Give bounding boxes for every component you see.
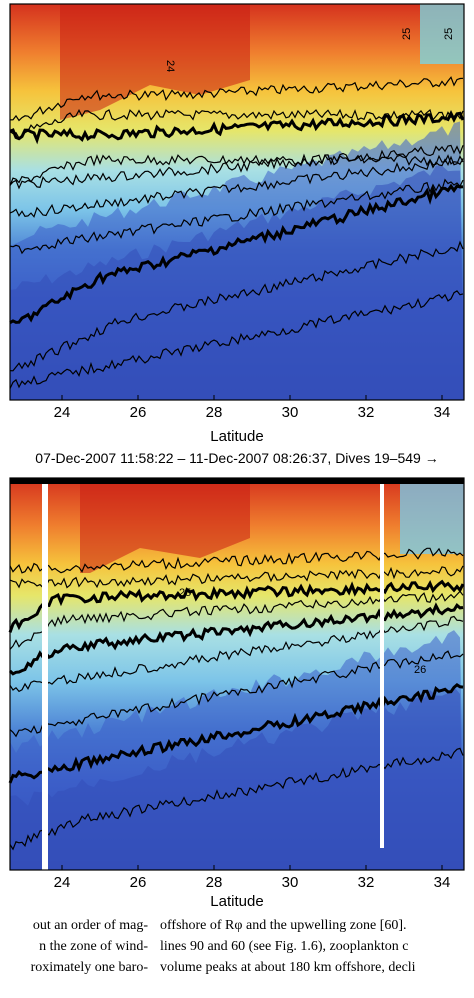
top-section-svg: 24 26 28 30 32 34 24 25 25 Latitude (9, 3, 465, 445)
body-text-line: offshore of Rφ and the upwelling zone [6… (160, 918, 407, 933)
bottom-contour-label-1: 25 (179, 587, 191, 599)
top-section-plot: 24 26 28 30 32 34 24 25 25 Latitude (0, 0, 474, 450)
section-caption: 07-Dec-2007 11:58:22 – 11-Dec-2007 08:26… (35, 450, 439, 466)
density-contour (9, 240, 464, 372)
density-contour (9, 615, 464, 693)
density-contour (9, 290, 464, 389)
warm-core (60, 4, 250, 120)
bottom-section-svg: 24 26 28 30 32 34 25 26 Latitude (8, 477, 465, 910)
bottom-section-plot: 24 26 28 30 32 34 25 26 Latitude (0, 448, 474, 913)
density-contour (9, 590, 464, 650)
density-contour (9, 183, 464, 324)
top-xlabel: Latitude (210, 428, 263, 445)
density-contour (9, 650, 464, 738)
top-contour-label-2: 25 (443, 28, 455, 40)
density-contour (9, 76, 464, 122)
bottom-contour-label-2: 26 (414, 664, 426, 676)
density-contour (8, 579, 465, 633)
bottom-frame (9, 477, 465, 871)
warm-core (80, 484, 250, 573)
cool-patch (420, 4, 464, 64)
density-contour (9, 178, 464, 255)
x-tick-label: 34 (434, 874, 451, 891)
body-text-line: roximately one baro- (30, 960, 148, 975)
body-text-right-column: offshore of Rφ and the upwelling zone [6… (160, 915, 474, 978)
density-contour (9, 747, 464, 851)
x-tick-label: 24 (54, 404, 71, 421)
density-contour (9, 110, 465, 145)
x-tick-label: 34 (434, 404, 451, 421)
top-frame (9, 3, 465, 401)
density-contour (9, 144, 464, 190)
density-contour (9, 154, 464, 218)
density-contour (9, 565, 464, 589)
body-text-line: lines 90 and 60 (see Fig. 1.6), zooplank… (160, 939, 409, 954)
x-tick-label: 26 (130, 404, 147, 421)
bottom-gap-right (380, 478, 384, 848)
density-contour (9, 108, 464, 140)
body-text-line: volume peaks at about 180 km offshore, d… (160, 960, 416, 975)
depth-band (10, 630, 464, 870)
x-tick-label: 28 (206, 404, 223, 421)
bottom-gap-left (42, 478, 48, 870)
x-tick-label: 32 (358, 874, 375, 891)
bottom-dive-marker-bar (10, 478, 464, 484)
body-text-line: out an order of mag- (32, 918, 148, 933)
top-contour-label-3: 25 (401, 28, 413, 40)
body-text-left-column: out an order of mag- n the zone of wind-… (0, 915, 148, 978)
x-tick-label: 32 (358, 404, 375, 421)
density-contour (9, 547, 464, 574)
bottom-xlabel: Latitude (210, 893, 263, 910)
x-tick-label: 30 (282, 874, 299, 891)
x-tick-label: 26 (130, 874, 147, 891)
depth-band (10, 121, 464, 400)
density-contour (8, 683, 464, 784)
x-tick-label: 24 (54, 874, 71, 891)
top-contour-label-1: 24 (164, 60, 176, 72)
density-contour (9, 153, 464, 186)
density-contour (8, 602, 464, 676)
x-tick-label: 30 (282, 404, 299, 421)
cool-patch (400, 484, 464, 554)
x-tick-label: 28 (206, 874, 223, 891)
body-text-line: n the zone of wind- (39, 939, 148, 954)
